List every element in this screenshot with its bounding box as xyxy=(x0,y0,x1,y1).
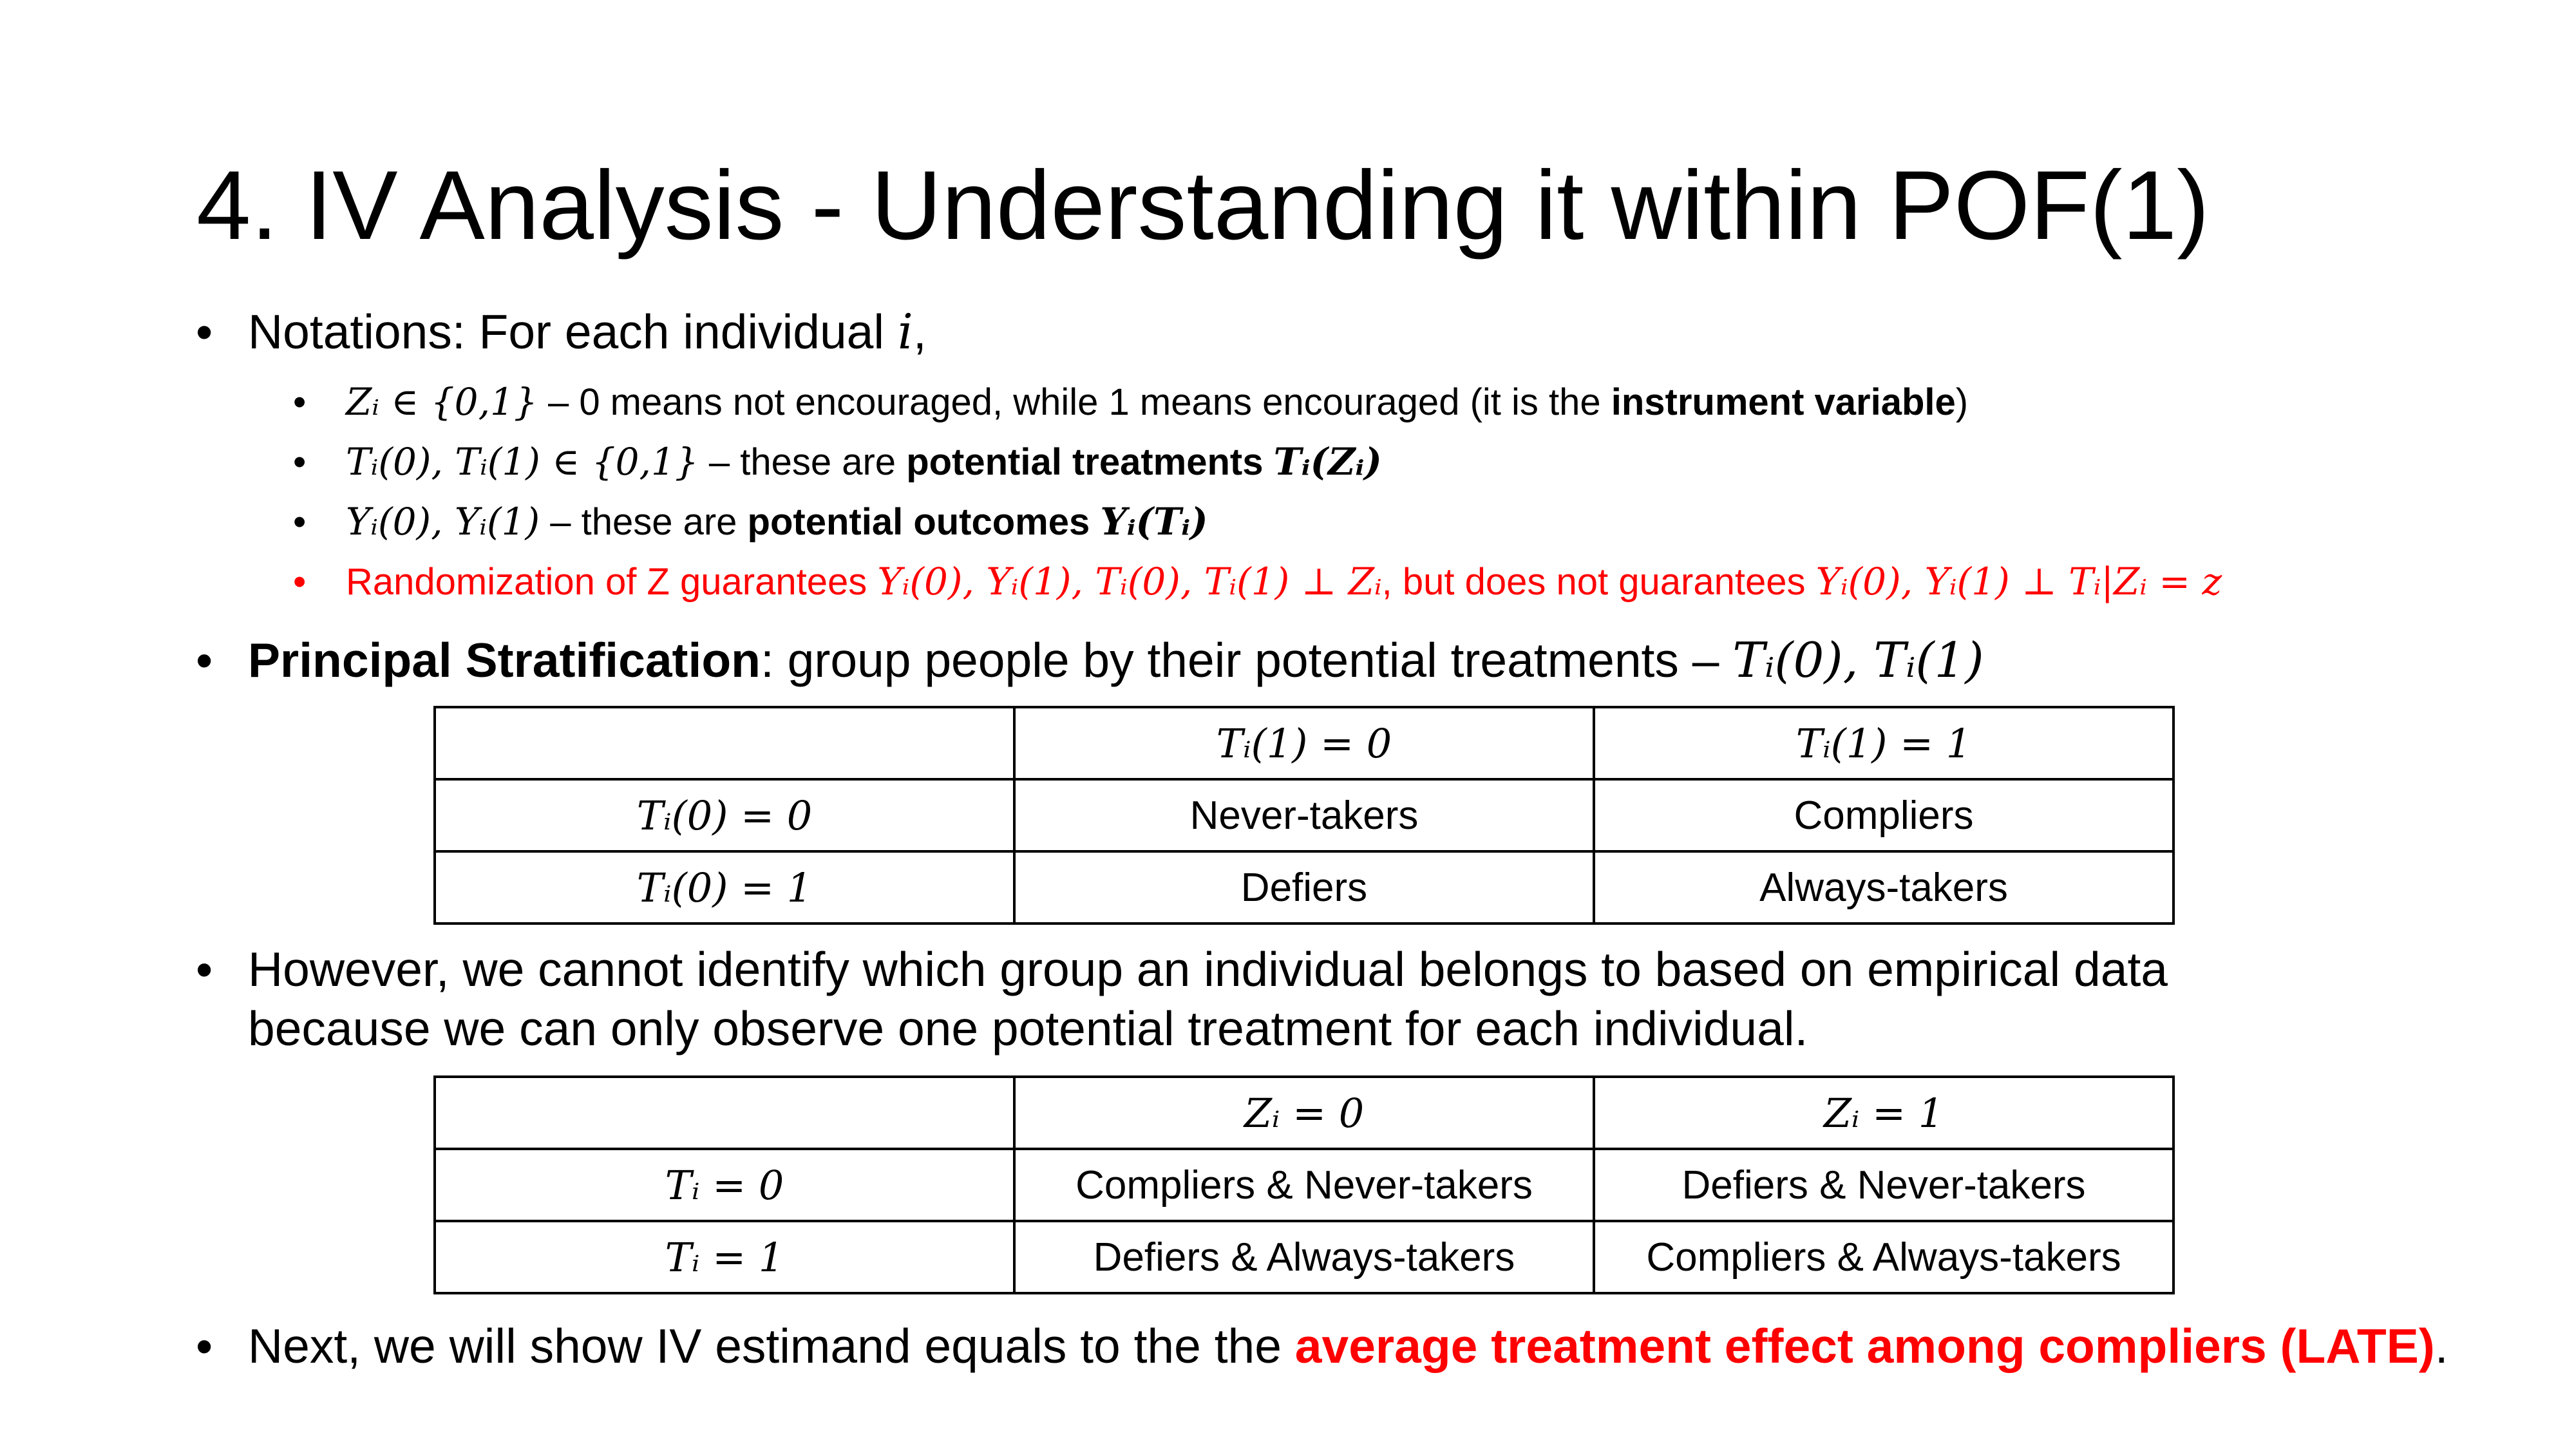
next-end: . xyxy=(2434,1319,2448,1373)
sub3-bold-math: Yᵢ(Tᵢ) xyxy=(1100,500,1208,544)
bullet-dot: • xyxy=(196,1319,213,1373)
sub4-math2: Yᵢ(0), Yᵢ(1) ⊥ Tᵢ|Zᵢ = z xyxy=(1815,560,2222,603)
table-cell: Defiers & Always-takers xyxy=(1013,1220,1595,1294)
sub3-bold: potential outcomes xyxy=(747,501,1101,543)
table-cell: Tᵢ(1) = 0 xyxy=(1013,706,1595,781)
bullet-dot: • xyxy=(196,633,213,687)
table-cell: Defiers xyxy=(1013,850,1595,925)
principal-strata-table: Tᵢ(1) = 0 Tᵢ(1) = 1 Tᵢ(0) = 0 Never-take… xyxy=(433,706,2175,925)
table-cell: Compliers & Never-takers xyxy=(1013,1148,1595,1222)
table-header-row: Tᵢ(1) = 0 Tᵢ(1) = 1 xyxy=(433,706,2175,781)
table-row: Tᵢ(0) = 1 Defiers Always-takers xyxy=(433,850,2175,925)
sub3-math: Yᵢ(0), Yᵢ(1) xyxy=(346,500,540,544)
bullet-dot: • xyxy=(196,942,213,996)
however-line2: because we can only observe one potentia… xyxy=(248,1001,1808,1056)
notations-var: i xyxy=(897,303,913,360)
principal-text: : group people by their potential treatm… xyxy=(761,633,1733,687)
notations-end: , xyxy=(913,305,927,359)
sub1-bold: instrument variable xyxy=(1611,381,1956,423)
sub3-text: – these are xyxy=(540,501,748,543)
sub1-math: Zᵢ ∈ {0,1} xyxy=(346,380,538,424)
bullet-dot: • xyxy=(293,441,307,483)
sub1-end: ) xyxy=(1955,381,1969,423)
table-cell xyxy=(433,1075,1016,1150)
sub4-math1: Yᵢ(0), Yᵢ(1), Tᵢ(0), Tᵢ(1) ⊥ Zᵢ xyxy=(877,560,1382,603)
next-text: Next, we will show IV estimand equals to… xyxy=(248,1319,1295,1373)
sub2-math: Tᵢ(0), Tᵢ(1) ∈ {0,1} xyxy=(346,440,699,484)
however-line1: However, we cannot identify which group … xyxy=(248,942,2168,996)
table-cell: Tᵢ(0) = 0 xyxy=(433,778,1016,853)
principal-math: Tᵢ(0), Tᵢ(1) xyxy=(1732,632,1984,688)
bullet-dot: • xyxy=(293,561,307,603)
table-cell: Compliers xyxy=(1593,778,2175,853)
table-cell: Compliers & Always-takers xyxy=(1593,1220,2175,1294)
table-header-row: Zᵢ = 0 Zᵢ = 1 xyxy=(433,1075,2175,1150)
principal-bold: Principal Stratification xyxy=(248,633,761,687)
table-cell: Zᵢ = 0 xyxy=(1013,1075,1595,1150)
table-cell xyxy=(433,706,1016,781)
bullet-dot: • xyxy=(196,305,213,359)
sub2-text: – these are xyxy=(698,441,907,483)
table-row: Tᵢ = 0 Compliers & Never-takers Defiers … xyxy=(433,1148,2175,1222)
table-row: Tᵢ(0) = 0 Never-takers Compliers xyxy=(433,778,2175,853)
table-cell: Tᵢ(0) = 1 xyxy=(433,850,1016,925)
table-cell: Defiers & Never-takers xyxy=(1593,1148,2175,1222)
table-cell: Never-takers xyxy=(1013,778,1595,853)
sub2-bold: potential treatments xyxy=(906,441,1274,483)
slide-title: 4. IV Analysis - Understanding it within… xyxy=(196,151,2210,260)
sub1-text: – 0 means not encouraged, while 1 means … xyxy=(537,381,1611,423)
table-cell: Tᵢ(1) = 1 xyxy=(1593,706,2175,781)
sub2-bold-math: Tᵢ(Zᵢ) xyxy=(1273,440,1382,484)
table-cell: Tᵢ = 0 xyxy=(433,1148,1016,1222)
table-cell: Always-takers xyxy=(1593,850,2175,925)
bullet-dot: • xyxy=(293,381,307,423)
sub4-text2: , but does not guarantees xyxy=(1381,561,1816,603)
bullet-dot: • xyxy=(293,501,307,543)
notations-text: Notations: For each individual xyxy=(248,305,898,359)
sub4-text1: Randomization of Z guarantees xyxy=(346,561,878,603)
table-cell: Zᵢ = 1 xyxy=(1593,1075,2175,1150)
table-cell: Tᵢ = 1 xyxy=(433,1220,1016,1294)
observed-groups-table: Zᵢ = 0 Zᵢ = 1 Tᵢ = 0 Compliers & Never-t… xyxy=(433,1075,2175,1294)
next-late-highlight: average treatment effect among compliers… xyxy=(1294,1319,2435,1373)
table-row: Tᵢ = 1 Defiers & Always-takers Compliers… xyxy=(433,1220,2175,1294)
